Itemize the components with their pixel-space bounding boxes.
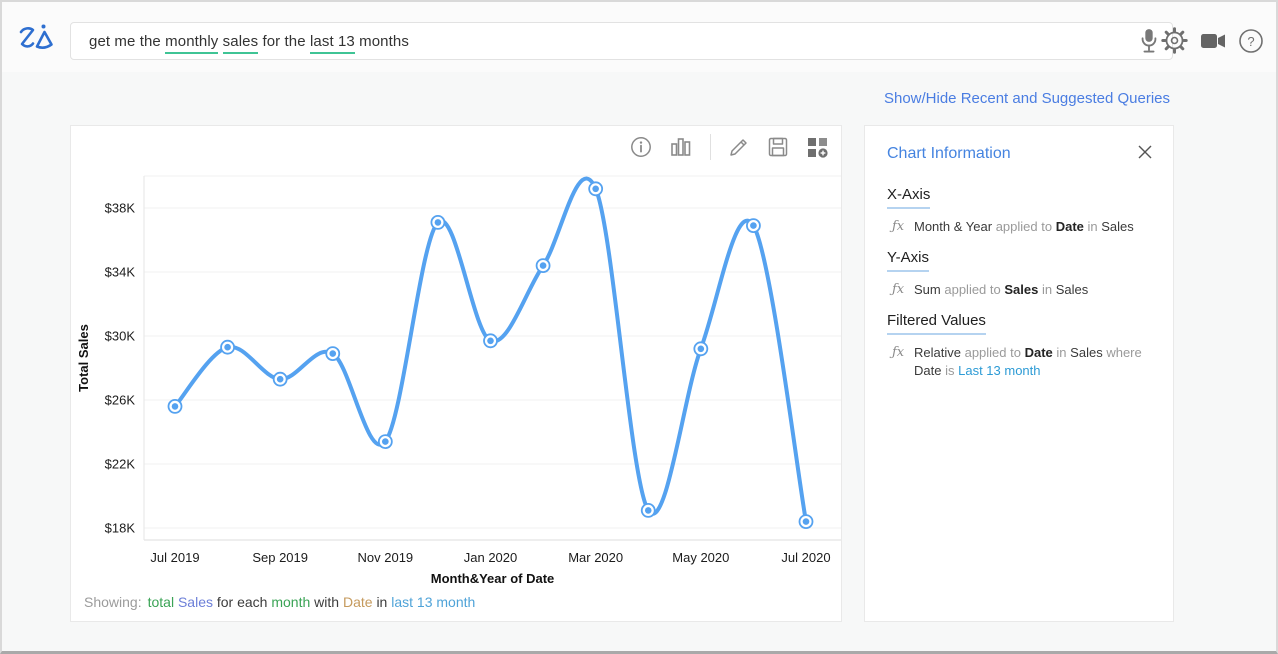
fx-icon: ƒx [892, 282, 905, 297]
info-section-heading: Filtered Values [887, 312, 986, 335]
edit-icon[interactable] [728, 136, 750, 158]
fx-line: ƒx Month & Year applied to Date in Sales [887, 218, 1153, 236]
fx-token: Date [1024, 345, 1053, 360]
toolbar-divider [710, 134, 711, 160]
close-icon[interactable] [1137, 144, 1153, 160]
svg-text:$22K: $22K [105, 457, 136, 472]
sales-line-chart: $18K $22K $26K $30K $34K $38K Jul 2019 Sep 2019… [76, 175, 841, 586]
fx-token: Relative [914, 345, 961, 360]
info-section-heading: X-Axis [887, 186, 931, 209]
fx-icon: ƒx [892, 219, 905, 234]
info-icon[interactable] [630, 136, 652, 158]
chart-panel: $18K $22K $26K $30K $34K $38K Jul 2019 Sep 2019… [70, 125, 842, 622]
search-input[interactable]: get me the monthly sales for the last 13… [70, 22, 1173, 60]
chart-toolbar [630, 134, 829, 160]
fx-token: Month & Year [914, 219, 993, 234]
svg-text:$38K: $38K [105, 201, 136, 216]
zia-logo-icon [19, 24, 53, 49]
showing-segment: Date [342, 594, 373, 610]
apps-add-icon[interactable] [806, 136, 829, 159]
fx-token: Sales [1004, 282, 1039, 297]
svg-text:$18K: $18K [105, 521, 136, 536]
link-row: Show/Hide Recent and Suggested Queries [884, 90, 1170, 108]
fx-token: Sales [1101, 219, 1134, 234]
svg-text:?: ? [1247, 34, 1254, 49]
question-mark-icon[interactable]: ? [1238, 28, 1264, 54]
top-bar: get me the monthly sales for the last 13… [2, 2, 1276, 72]
microphone-icon[interactable] [1138, 27, 1160, 55]
svg-text:Sep 2019: Sep 2019 [252, 550, 308, 565]
svg-text:Mar 2020: Mar 2020 [568, 550, 623, 565]
showing-segment: for each [216, 594, 268, 610]
query-text[interactable]: get me the monthly sales for the last 13… [89, 32, 1138, 54]
chart-information-panel: Chart Information X-Axis ƒx Month & Year a… [864, 125, 1174, 622]
fx-token: in [1087, 219, 1098, 234]
fx-token: where [1106, 345, 1142, 360]
showing-summary: Showing: total Sales for each month with … [84, 594, 475, 610]
chart-type-icon[interactable] [669, 136, 693, 158]
fx-token: applied to [995, 219, 1053, 234]
fx-icon: ƒx [892, 345, 905, 360]
svg-text:$26K: $26K [105, 393, 136, 408]
fx-token: in [1056, 345, 1067, 360]
svg-text:Total Sales: Total Sales [76, 324, 91, 392]
fx-token: Date [1055, 219, 1084, 234]
chart-information-title: Chart Information [887, 145, 1011, 162]
svg-text:Month&Year of Date: Month&Year of Date [431, 571, 555, 586]
svg-text:Jul 2019: Jul 2019 [150, 550, 199, 565]
chart-information-sections: X-Axis ƒx Month & Year applied to Date in … [887, 173, 1153, 380]
showing-segment: Sales [177, 594, 213, 610]
svg-text:Jan 2020: Jan 2020 [464, 550, 518, 565]
show-hide-queries-link[interactable]: Show/Hide Recent and Suggested Queries [883, 90, 1170, 107]
filter-value-link[interactable]: Last 13 month [958, 363, 1041, 378]
fx-token: in [1041, 282, 1053, 297]
save-icon[interactable] [767, 136, 789, 158]
svg-text:Jul 2020: Jul 2020 [781, 550, 830, 565]
video-camera-icon[interactable] [1199, 29, 1227, 53]
svg-text:May 2020: May 2020 [672, 550, 729, 565]
showing-segment: in [376, 594, 388, 610]
showing-segment[interactable]: last 13 month [391, 594, 476, 610]
fx-token: Date [914, 363, 942, 378]
fx-token: Sales [1055, 282, 1089, 297]
fx-line: ƒx Relative applied to Date in Sales wher… [887, 344, 1153, 380]
top-icon-group: ? [1161, 27, 1264, 54]
fx-token: Sum [914, 282, 941, 297]
svg-text:$30K: $30K [105, 329, 136, 344]
showing-segment: with [314, 594, 340, 610]
showing-segment: month [271, 594, 311, 610]
gear-icon[interactable] [1161, 27, 1188, 54]
svg-text:Nov 2019: Nov 2019 [358, 550, 414, 565]
fx-token: is [945, 363, 955, 378]
fx-token: Sales [1070, 345, 1103, 360]
showing-label: Showing: [84, 594, 142, 610]
svg-text:$34K: $34K [105, 265, 136, 280]
fx-line: ƒx Sum applied to Sales in Sales [887, 281, 1153, 299]
showing-segment: total [147, 594, 175, 610]
fx-token: applied to [964, 345, 1021, 360]
fx-token: applied to [944, 282, 1001, 297]
info-section-heading: Y-Axis [887, 249, 929, 272]
